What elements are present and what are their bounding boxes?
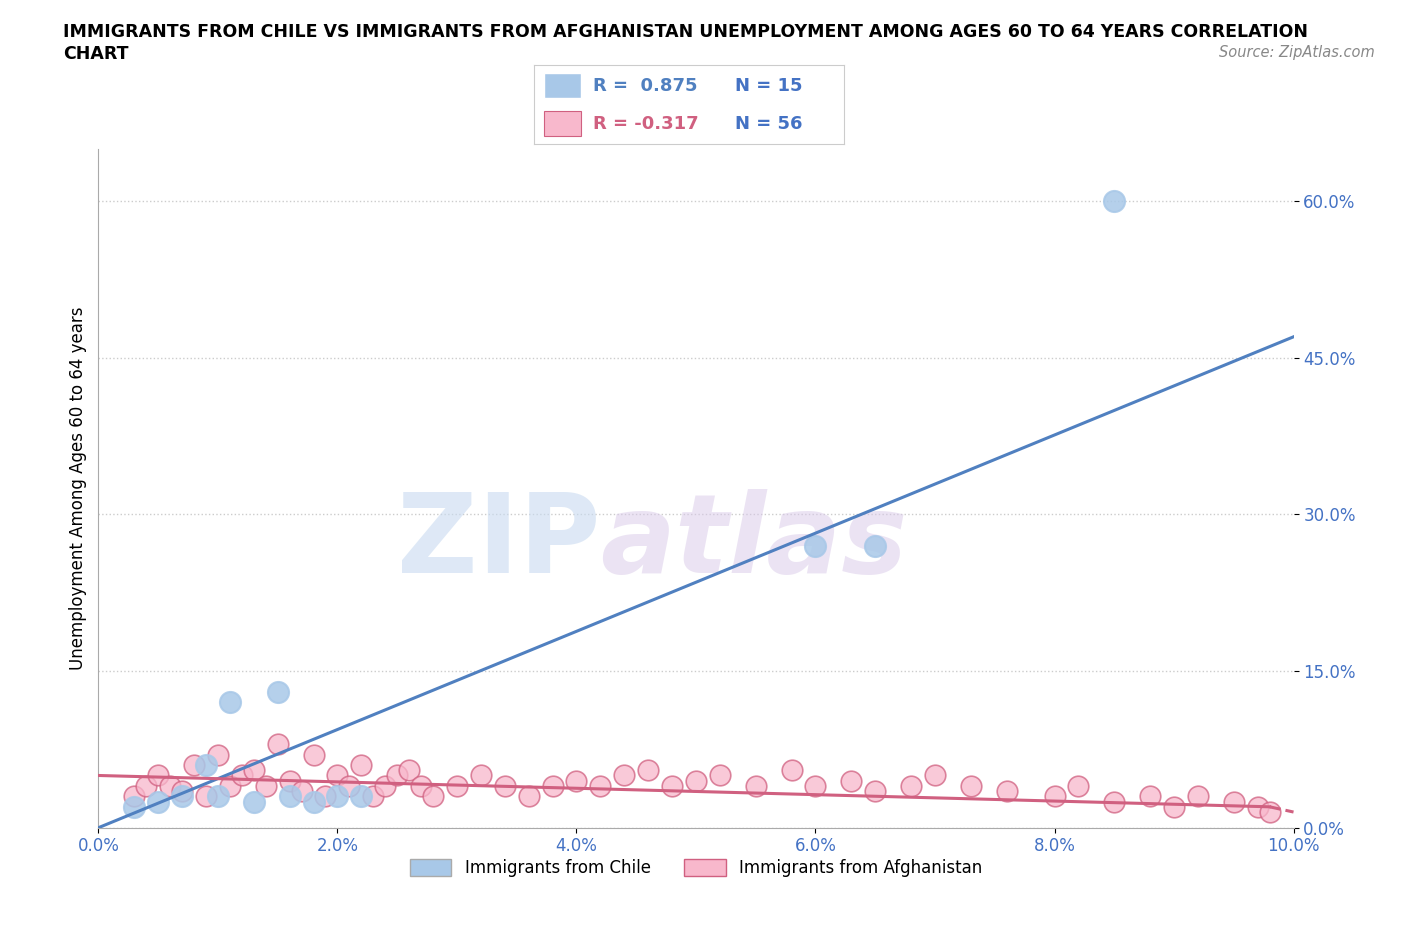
Point xyxy=(1187,789,1209,804)
Point xyxy=(661,778,683,793)
Point xyxy=(613,768,636,783)
Point xyxy=(374,778,396,793)
Point xyxy=(1139,789,1161,804)
Point xyxy=(565,773,588,788)
Point xyxy=(541,778,564,793)
Point xyxy=(1104,193,1126,208)
Point xyxy=(195,789,218,804)
Point xyxy=(350,758,373,773)
Point xyxy=(254,778,277,793)
Bar xyxy=(544,111,581,137)
Point xyxy=(243,763,266,777)
Point xyxy=(207,789,229,804)
Point xyxy=(207,747,229,762)
Point xyxy=(219,695,242,710)
Point xyxy=(589,778,612,793)
Point xyxy=(172,784,194,799)
Point xyxy=(172,789,194,804)
Point xyxy=(1043,789,1066,804)
Text: IMMIGRANTS FROM CHILE VS IMMIGRANTS FROM AFGHANISTAN UNEMPLOYMENT AMONG AGES 60 : IMMIGRANTS FROM CHILE VS IMMIGRANTS FROM… xyxy=(63,23,1308,41)
Point xyxy=(398,763,420,777)
Point xyxy=(135,778,157,793)
Text: ZIP: ZIP xyxy=(396,489,600,596)
Point xyxy=(517,789,540,804)
Point xyxy=(1247,800,1270,815)
Point xyxy=(278,789,301,804)
Point xyxy=(302,747,325,762)
Point xyxy=(326,768,349,783)
Point xyxy=(960,778,983,793)
Point xyxy=(422,789,444,804)
Point xyxy=(243,794,266,809)
Text: R =  0.875: R = 0.875 xyxy=(593,76,697,95)
Text: Source: ZipAtlas.com: Source: ZipAtlas.com xyxy=(1219,45,1375,60)
Point xyxy=(231,768,253,783)
Point xyxy=(183,758,205,773)
Point xyxy=(1258,804,1281,819)
Point xyxy=(195,758,218,773)
Point xyxy=(1104,794,1126,809)
Point xyxy=(219,778,242,793)
Point xyxy=(291,784,314,799)
Point xyxy=(124,800,146,815)
Point xyxy=(339,778,361,793)
Point xyxy=(900,778,922,793)
Legend: Immigrants from Chile, Immigrants from Afghanistan: Immigrants from Chile, Immigrants from A… xyxy=(404,853,988,884)
Point xyxy=(148,768,170,783)
Point xyxy=(363,789,385,804)
Point xyxy=(1067,778,1090,793)
Text: N = 15: N = 15 xyxy=(735,76,803,95)
Point xyxy=(446,778,468,793)
Text: atlas: atlas xyxy=(600,489,908,596)
Y-axis label: Unemployment Among Ages 60 to 64 years: Unemployment Among Ages 60 to 64 years xyxy=(69,307,87,670)
Bar xyxy=(544,73,581,99)
Point xyxy=(278,773,301,788)
Point xyxy=(804,778,827,793)
Point xyxy=(350,789,373,804)
Text: CHART: CHART xyxy=(63,45,129,62)
Point xyxy=(995,784,1018,799)
Point xyxy=(1223,794,1246,809)
Text: R = -0.317: R = -0.317 xyxy=(593,114,699,133)
Point xyxy=(326,789,349,804)
Point xyxy=(315,789,337,804)
Point xyxy=(865,538,887,553)
Point xyxy=(685,773,707,788)
Point xyxy=(267,684,290,699)
Point xyxy=(159,778,181,793)
Point xyxy=(124,789,146,804)
Point xyxy=(637,763,659,777)
Text: N = 56: N = 56 xyxy=(735,114,803,133)
Point xyxy=(494,778,516,793)
Point xyxy=(804,538,827,553)
Point xyxy=(780,763,803,777)
Point xyxy=(865,784,887,799)
Point xyxy=(148,794,170,809)
Point xyxy=(470,768,492,783)
Point xyxy=(1163,800,1185,815)
Point xyxy=(302,794,325,809)
Point xyxy=(924,768,946,783)
Point xyxy=(745,778,768,793)
Point xyxy=(385,768,409,783)
Point xyxy=(411,778,433,793)
Point xyxy=(841,773,863,788)
Point xyxy=(267,737,290,751)
Point xyxy=(709,768,731,783)
